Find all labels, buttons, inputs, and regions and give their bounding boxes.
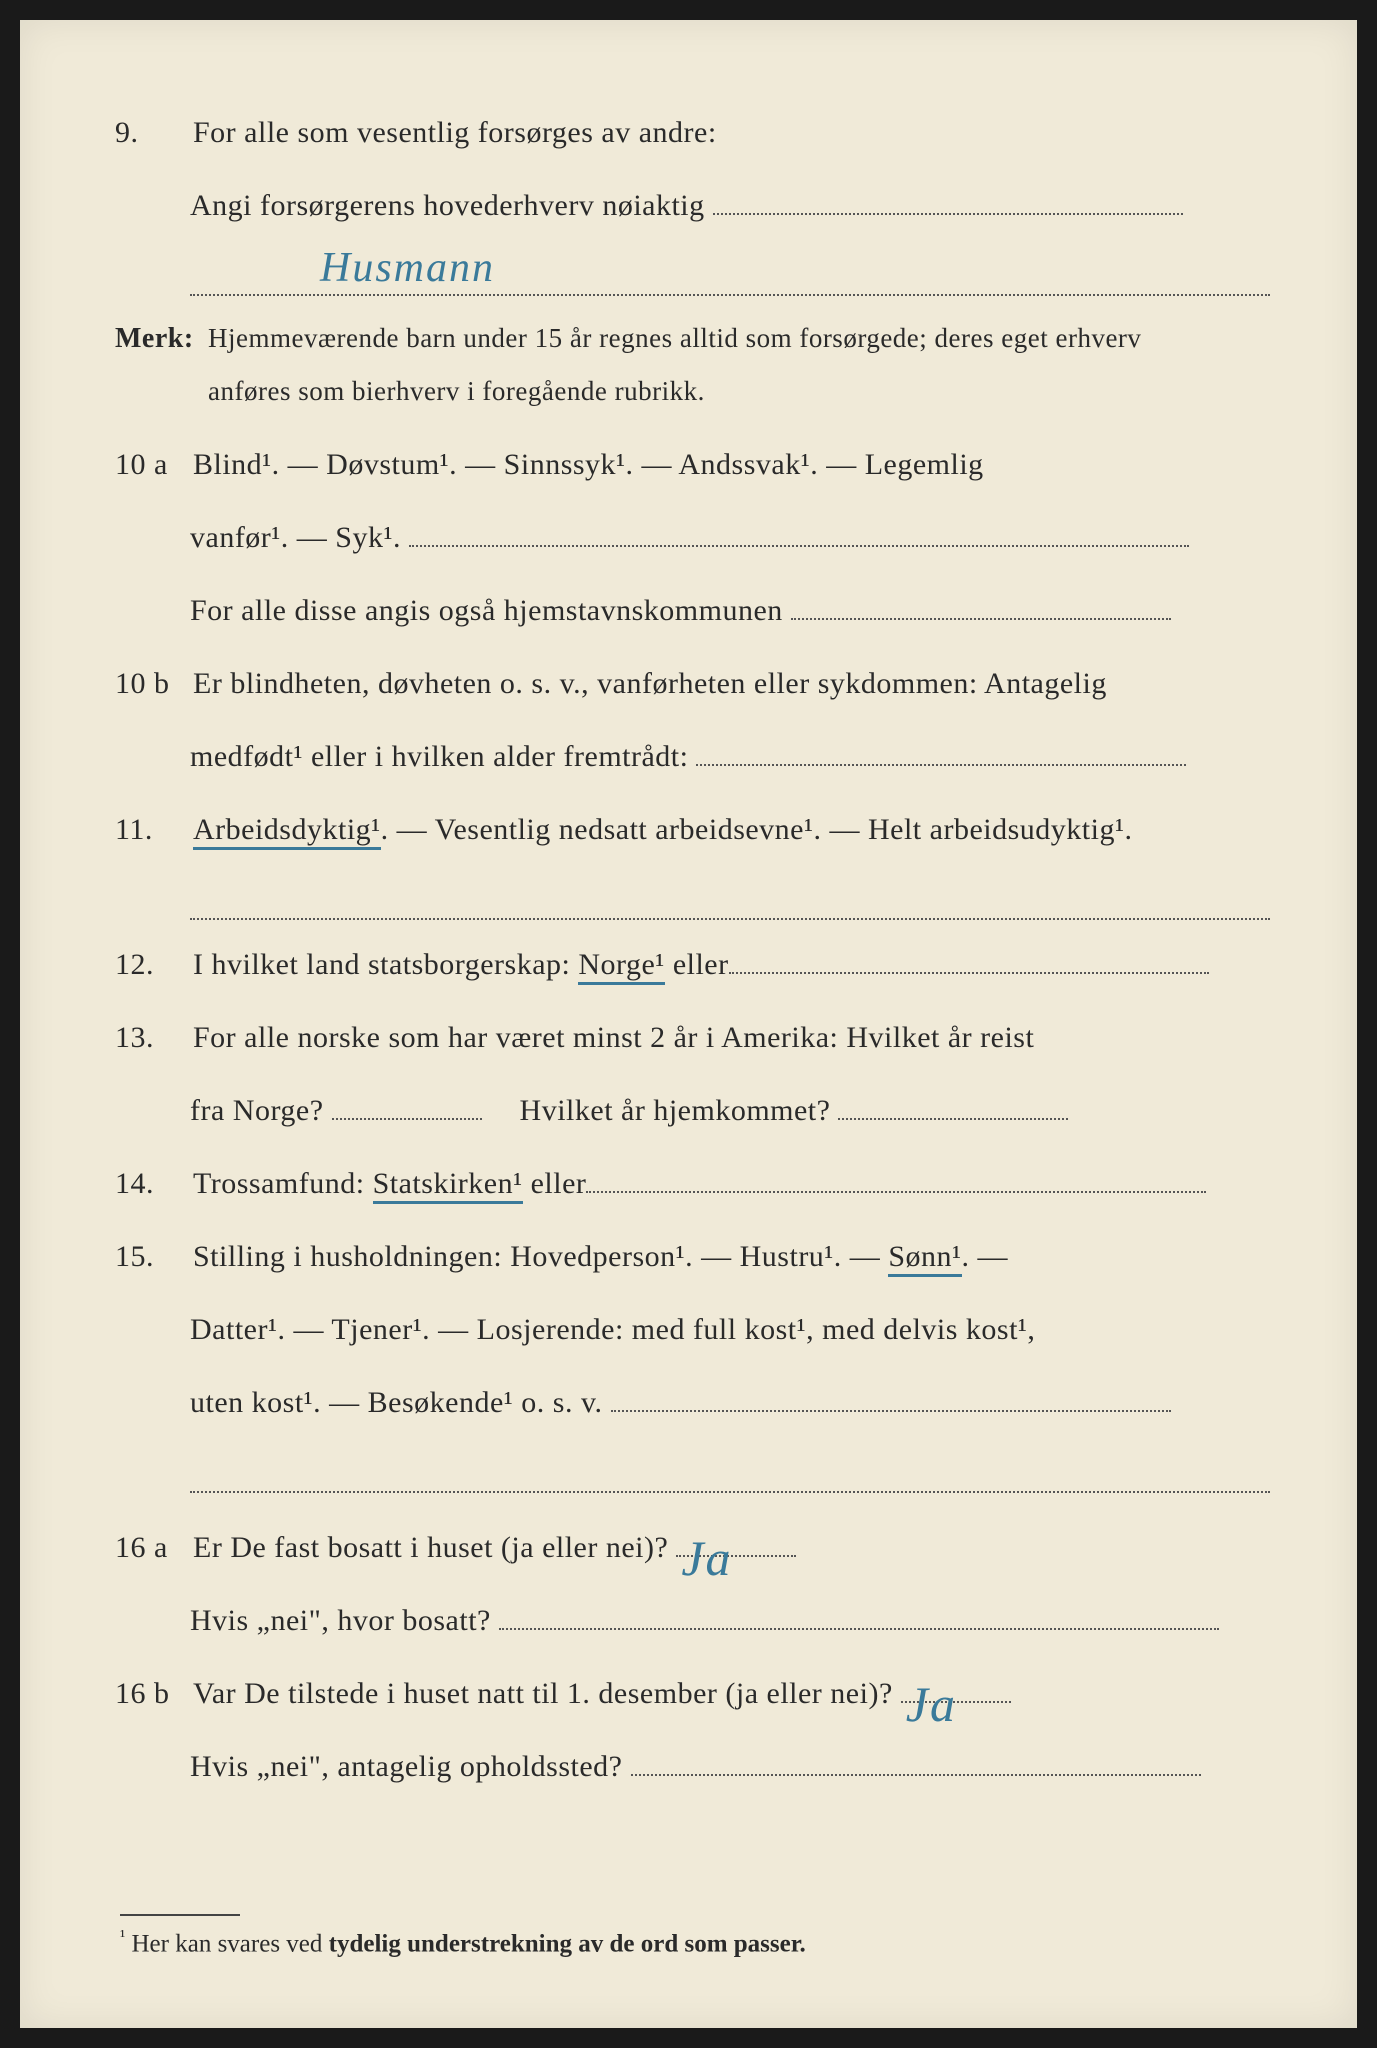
q10a-row3: For alle disse angis også hjemstavnskomm… <box>190 588 1287 633</box>
merk-row: Merk: Hjemmeværende barn under 15 år reg… <box>115 318 1287 363</box>
q9-prompt: Angi forsørgerens hovederhverv nøiaktig <box>190 189 705 222</box>
q13-blank2 <box>838 1118 1068 1120</box>
census-form-page: 9. For alle som vesentlig forsørges av a… <box>20 20 1357 2028</box>
footnote: ¹ Her kan svares ved tydelig understrekn… <box>120 1914 806 1958</box>
q15-line1a: Stilling i husholdningen: Hovedperson¹. … <box>193 1240 888 1273</box>
q9-answer: Husmann <box>320 244 495 292</box>
q12-num: 12. <box>115 942 185 987</box>
q16a-q1: Er De fast bosatt i huset (ja eller nei)… <box>193 1531 668 1564</box>
q13-blank1 <box>332 1118 482 1120</box>
q10a-blank <box>409 545 1189 547</box>
q16a-num: 16 a <box>115 1525 185 1570</box>
q14-row: 14. Trossamfund: Statskirken¹ eller <box>115 1161 1287 1206</box>
q10a-num: 10 a <box>115 442 185 487</box>
q16b-num: 16 b <box>115 1671 185 1716</box>
q9-blank-2: Husmann <box>190 256 1270 296</box>
q9-row: 9. For alle som vesentlig forsørges av a… <box>115 110 1287 155</box>
q13-row: 13. For alle norske som har været minst … <box>115 1015 1287 1060</box>
q16b-blank2 <box>631 1774 1201 1776</box>
q12-text: I hvilket land statsborgerskap: <box>193 948 578 981</box>
q15-sonn: Sønn¹ <box>888 1240 961 1277</box>
q15-line1b: . — <box>962 1240 1009 1273</box>
q15-line3: uten kost¹. — Besøkende¹ o. s. v. <box>190 1386 603 1419</box>
q15-blank <box>611 1410 1171 1412</box>
q12-content: I hvilket land statsborgerskap: Norge¹ e… <box>193 942 1273 987</box>
footnote-bold: tydelig understrekning av de ord som pas… <box>329 1930 806 1957</box>
q10b-row: 10 b Er blindheten, døvheten o. s. v., v… <box>115 661 1287 706</box>
footnote-text: Her kan svares ved <box>132 1930 329 1957</box>
merk-text1: Hjemmeværende barn under 15 år regnes al… <box>208 318 1268 360</box>
q12-row: 12. I hvilket land statsborgerskap: Norg… <box>115 942 1287 987</box>
q14-num: 14. <box>115 1161 185 1206</box>
q10b-row2: medfødt¹ eller i hvilken alder fremtrådt… <box>190 734 1287 779</box>
q15-content: Stilling i husholdningen: Hovedperson¹. … <box>193 1234 1273 1279</box>
q14-content: Trossamfund: Statskirken¹ eller <box>193 1161 1273 1206</box>
q13-line1: For alle norske som har været minst 2 år… <box>193 1015 1273 1060</box>
q16b-row: 16 b Var De tilstede i huset natt til 1.… <box>115 1671 1287 1716</box>
q10b-blank <box>696 764 1186 766</box>
q11-opt1: Arbeidsdyktig¹ <box>193 813 381 850</box>
q9-num: 9. <box>115 110 185 155</box>
q16a-ans1: Ja <box>681 1521 732 1596</box>
q16a-q2: Hvis „nei", hvor bosatt? <box>190 1604 491 1637</box>
q16a-blank2 <box>499 1628 1219 1630</box>
q15-row2: Datter¹. — Tjener¹. — Losjerende: med fu… <box>190 1307 1287 1352</box>
q14-blank <box>586 1191 1206 1193</box>
q10a-opts2: vanfør¹. — Syk¹. <box>190 521 401 554</box>
q13-row2: fra Norge? Hvilket år hjemkommet? <box>190 1088 1287 1133</box>
q11-content: Arbeidsdyktig¹. — Vesentlig nedsatt arbe… <box>193 807 1273 852</box>
q15-num: 15. <box>115 1234 185 1279</box>
q12-sep: eller <box>665 948 729 981</box>
merk-row2: anføres som bierhverv i foregående rubri… <box>115 371 1287 416</box>
q10b-num: 10 b <box>115 661 185 706</box>
q15-line2: Datter¹. — Tjener¹. — Losjerende: med fu… <box>190 1313 1035 1346</box>
q10b-line2: medfødt¹ eller i hvilken alder fremtrådt… <box>190 740 688 773</box>
footnote-marker: ¹ <box>120 1926 125 1946</box>
q10a-line3: For alle disse angis også hjemstavnskomm… <box>190 594 783 627</box>
q16b-content: Var De tilstede i huset natt til 1. dese… <box>193 1671 1273 1716</box>
q11-blank <box>190 880 1270 920</box>
q15-row3: uten kost¹. — Besøkende¹ o. s. v. <box>190 1380 1287 1425</box>
q14-text: Trossamfund: <box>193 1167 373 1200</box>
q16b-blank1: Ja <box>901 1701 1011 1703</box>
q12-blank <box>729 972 1209 974</box>
q14-opt: Statskirken¹ <box>373 1167 523 1204</box>
q13-line2a: fra Norge? <box>190 1094 324 1127</box>
q10a-row: 10 a Blind¹. — Døvstum¹. — Sinnssyk¹. — … <box>115 442 1287 487</box>
q13-line2b: Hvilket år hjemkommet? <box>520 1094 831 1127</box>
q16b-ans1: Ja <box>906 1667 957 1742</box>
q16a-blank1: Ja <box>676 1555 796 1557</box>
q16b-q1: Var De tilstede i huset natt til 1. dese… <box>193 1677 893 1710</box>
merk-text2: anføres som bierhverv i foregående rubri… <box>208 371 1268 413</box>
q14-sep: eller <box>523 1167 587 1200</box>
q9-prompt-row: Angi forsørgerens hovederhverv nøiaktig <box>190 183 1287 228</box>
q16a-row: 16 a Er De fast bosatt i huset (ja eller… <box>115 1525 1287 1570</box>
q10b-line1: Er blindheten, døvheten o. s. v., vanfør… <box>193 661 1273 706</box>
merk-label: Merk: <box>115 318 200 360</box>
q16b-q2: Hvis „nei", antagelig opholdssted? <box>190 1750 623 1783</box>
q9-blank-1 <box>713 213 1183 215</box>
q11-row: 11. Arbeidsdyktig¹. — Vesentlig nedsatt … <box>115 807 1287 852</box>
q16a-row2: Hvis „nei", hvor bosatt? <box>190 1598 1287 1643</box>
q11-sep1: . — Vesentlig nedsatt arbeidsevne¹. — He… <box>381 813 1133 846</box>
q11-num: 11. <box>115 807 185 852</box>
q16a-content: Er De fast bosatt i huset (ja eller nei)… <box>193 1525 1273 1570</box>
q9-title: For alle som vesentlig forsørges av andr… <box>193 110 1273 155</box>
q10a-opts: Blind¹. — Døvstum¹. — Sinnssyk¹. — Andss… <box>193 442 1273 487</box>
q15-blank2 <box>190 1453 1270 1493</box>
q10a-blank2 <box>791 618 1171 620</box>
q16b-row2: Hvis „nei", antagelig opholdssted? <box>190 1744 1287 1789</box>
q15-row: 15. Stilling i husholdningen: Hovedperso… <box>115 1234 1287 1279</box>
q12-opt: Norge¹ <box>578 948 664 985</box>
q10a-row2: vanfør¹. — Syk¹. <box>190 515 1287 560</box>
footnote-rule <box>120 1914 240 1916</box>
q13-num: 13. <box>115 1015 185 1060</box>
